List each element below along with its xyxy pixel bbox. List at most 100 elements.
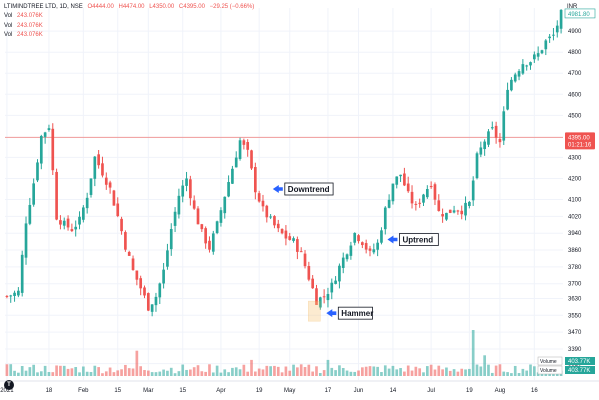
candle-body xyxy=(448,209,452,213)
volume-prefix-badge xyxy=(537,356,563,366)
candle-body xyxy=(521,64,525,74)
candle-body xyxy=(43,132,47,137)
volume-bar xyxy=(276,366,280,376)
volume-bar xyxy=(296,367,299,376)
price-axis[interactable]: INR 4900 4800 4700 4600 4500 4300 4200 4100 4020 3… xyxy=(537,4,596,375)
countdown-label: 01:21:16 xyxy=(568,142,592,148)
ohlc-high: H4474.00 xyxy=(118,4,145,10)
volume-bar xyxy=(494,365,498,376)
candle-body xyxy=(368,248,372,251)
candle-body xyxy=(406,183,410,192)
candle-body xyxy=(288,236,292,240)
candle-body xyxy=(32,183,36,205)
candle-body xyxy=(532,54,536,60)
x-tick-label: 2021 xyxy=(0,388,14,394)
volume-bar xyxy=(85,371,89,376)
volume-bar xyxy=(410,370,414,376)
annotations: Downtrend Uptrend Hammer xyxy=(272,182,439,322)
candle-body xyxy=(261,200,265,207)
volume-bar xyxy=(445,367,448,376)
volume-bar xyxy=(517,373,521,376)
candle-body xyxy=(139,278,143,289)
volume-bar xyxy=(318,373,322,376)
volume-bar xyxy=(120,369,123,376)
candle-body xyxy=(483,141,486,150)
candle-body xyxy=(479,147,483,155)
legend-vol-row: Vol 243.076K xyxy=(4,31,254,40)
volume-bar xyxy=(131,368,135,376)
volume-bar xyxy=(223,369,227,376)
candle-body xyxy=(108,182,112,188)
candle-body xyxy=(253,167,257,193)
volume-bar xyxy=(353,371,357,376)
ohlc-open: O4444.00 xyxy=(87,4,114,10)
volume-bar xyxy=(62,365,66,376)
volume-bar xyxy=(326,359,330,376)
y-tick-label: 3550 xyxy=(568,313,582,319)
volume-bar xyxy=(425,366,429,376)
y-tick-label: 4800 xyxy=(568,50,582,56)
candle-body xyxy=(47,128,51,131)
x-tick-label: 19 xyxy=(466,388,473,394)
legend-vol-row: Vol 243.076K xyxy=(4,22,254,31)
volume-bar xyxy=(521,368,525,376)
volume-bar xyxy=(376,366,379,376)
candle-body xyxy=(131,258,135,270)
volume-bar xyxy=(139,366,143,376)
candle-body xyxy=(135,270,139,280)
volume-value-badge xyxy=(565,366,595,374)
volume-bar xyxy=(28,367,32,376)
volume-bar xyxy=(246,371,250,376)
volume-bar xyxy=(506,372,509,376)
vol-value: 243.076K xyxy=(17,22,43,29)
candle-body xyxy=(311,278,315,289)
y-tick-label: 4200 xyxy=(568,176,582,182)
candle-body xyxy=(51,128,55,171)
volume-bar xyxy=(238,369,242,376)
candle-body xyxy=(383,207,387,230)
volume-prefix-badge xyxy=(537,365,563,375)
x-tick-label: Jun xyxy=(354,388,364,394)
candle-body xyxy=(544,40,548,50)
y-tick-label: 3940 xyxy=(568,231,582,237)
candle-body xyxy=(231,168,234,184)
candle-body xyxy=(36,162,39,181)
last-price-badge xyxy=(565,132,595,150)
hammer-highlight-box xyxy=(308,300,321,322)
tradingview-logo-icon[interactable]: T xyxy=(4,380,14,390)
volume-bar xyxy=(20,366,24,376)
volume-bar xyxy=(154,372,158,376)
volume-bar xyxy=(429,364,433,376)
volume-bar xyxy=(387,368,391,376)
volume-bar xyxy=(395,369,399,376)
volume-bar xyxy=(200,371,204,376)
volume-bar xyxy=(124,364,127,376)
volume-bar xyxy=(146,370,150,376)
volume-bar xyxy=(315,366,318,376)
volume-prefix-label: Volume xyxy=(540,368,557,374)
candle-body xyxy=(13,292,16,296)
candle-body xyxy=(456,210,460,212)
candle-body xyxy=(276,223,280,229)
x-tick-label: May xyxy=(284,388,295,394)
candle-body xyxy=(104,177,108,185)
volume-bar xyxy=(265,365,269,376)
volume-bar xyxy=(364,366,368,376)
candle-body xyxy=(452,210,456,213)
candle-body xyxy=(146,293,150,311)
y-tick-label: 4700 xyxy=(568,71,582,77)
annotation-arrow-icon xyxy=(272,185,283,193)
volume-bar xyxy=(338,365,341,376)
x-tick-label: Feb xyxy=(78,388,89,394)
volume-bar xyxy=(185,369,188,376)
y-tick-label: 4020 xyxy=(568,214,582,220)
candle-body xyxy=(223,196,227,214)
x-tick-label: Aug xyxy=(495,388,506,394)
candle-body xyxy=(150,304,154,312)
volume-bar xyxy=(93,365,97,376)
volume-bar xyxy=(525,370,529,376)
x-tick-label: 14 xyxy=(390,388,397,394)
time-axis[interactable]: 2021 18 Feb 15 Mar 15 Apr 19 May 17 Jun 14 Jul 19 Aug 1… xyxy=(0,380,599,394)
candle-body xyxy=(525,65,529,67)
